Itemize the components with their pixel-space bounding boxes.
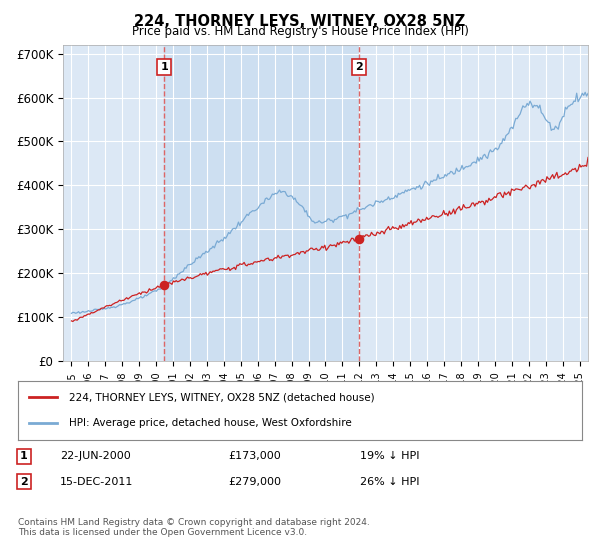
Text: 1: 1 (20, 451, 28, 461)
Text: £173,000: £173,000 (228, 451, 281, 461)
Text: 2: 2 (355, 62, 362, 72)
Bar (164, 45, 359, 361)
Text: £279,000: £279,000 (228, 477, 281, 487)
Text: 26% ↓ HPI: 26% ↓ HPI (360, 477, 419, 487)
Text: 15-DEC-2011: 15-DEC-2011 (60, 477, 133, 487)
Text: HPI: Average price, detached house, West Oxfordshire: HPI: Average price, detached house, West… (69, 418, 352, 428)
Text: 224, THORNEY LEYS, WITNEY, OX28 5NZ: 224, THORNEY LEYS, WITNEY, OX28 5NZ (134, 14, 466, 29)
Text: 2: 2 (20, 477, 28, 487)
Text: Contains HM Land Registry data © Crown copyright and database right 2024.
This d: Contains HM Land Registry data © Crown c… (18, 518, 370, 538)
Text: 224, THORNEY LEYS, WITNEY, OX28 5NZ (detached house): 224, THORNEY LEYS, WITNEY, OX28 5NZ (det… (69, 392, 374, 402)
Text: 22-JUN-2000: 22-JUN-2000 (60, 451, 131, 461)
Point (354, 234, 364, 243)
Point (160, 281, 169, 290)
Text: Price paid vs. HM Land Registry's House Price Index (HPI): Price paid vs. HM Land Registry's House … (131, 25, 469, 38)
Text: 19% ↓ HPI: 19% ↓ HPI (360, 451, 419, 461)
Text: 1: 1 (160, 62, 168, 72)
